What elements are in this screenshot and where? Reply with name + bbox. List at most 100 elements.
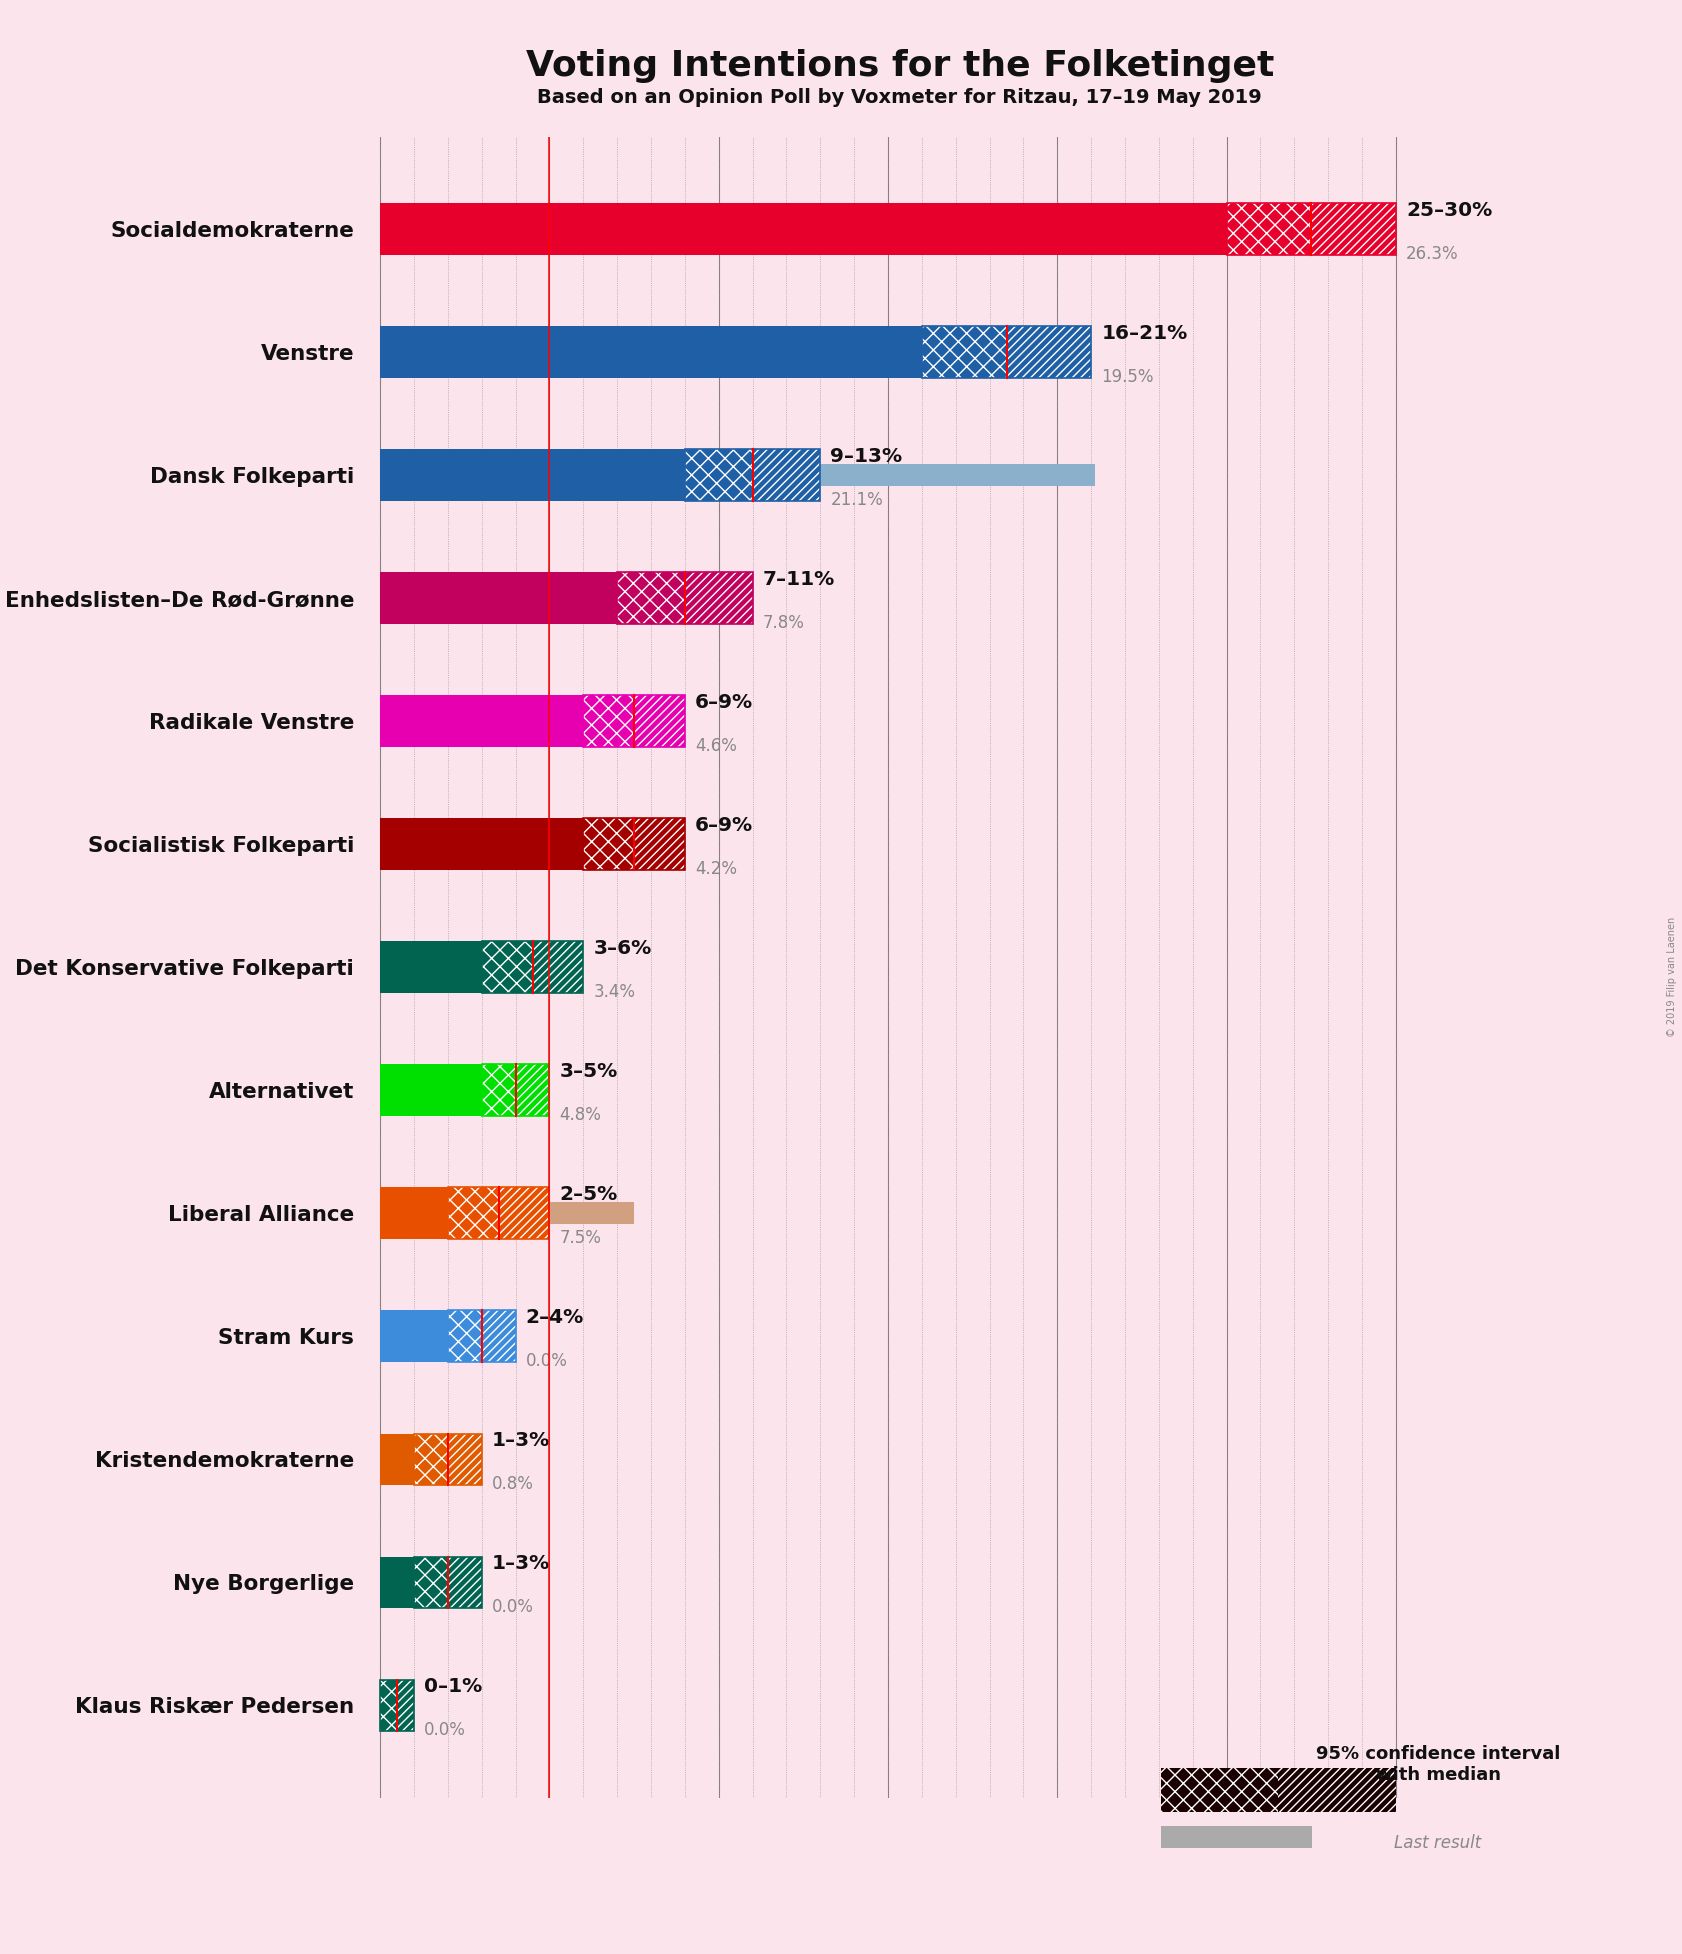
Text: Based on an Opinion Poll by Voxmeter for Ritzau, 17–19 May 2019: Based on an Opinion Poll by Voxmeter for… — [538, 88, 1262, 107]
Bar — [584, 696, 634, 746]
Bar — [380, 942, 481, 993]
Bar — [447, 1188, 498, 1239]
Text: 16–21%: 16–21% — [1102, 324, 1187, 344]
Text: © 2019 Filip van Laenen: © 2019 Filip van Laenen — [1667, 916, 1677, 1038]
Bar — [1226, 203, 1312, 254]
Bar — [533, 942, 584, 993]
Bar — [380, 449, 685, 500]
Bar — [634, 696, 685, 746]
Text: 6–9%: 6–9% — [695, 694, 754, 711]
Text: 25–30%: 25–30% — [1406, 201, 1492, 221]
Bar — [498, 1188, 550, 1239]
Text: 2–5%: 2–5% — [560, 1186, 617, 1204]
Text: 95% confidence interval
with median: 95% confidence interval with median — [1315, 1745, 1561, 1784]
Bar — [685, 449, 752, 500]
Bar — [922, 326, 1006, 377]
Bar — [380, 1202, 634, 1225]
Bar — [414, 1434, 447, 1485]
Bar — [414, 1557, 447, 1608]
Bar — [380, 1680, 397, 1731]
Bar — [922, 326, 1006, 377]
Text: 2–4%: 2–4% — [526, 1309, 584, 1327]
Bar — [634, 819, 685, 870]
Bar — [380, 342, 1041, 363]
Bar — [481, 1065, 516, 1116]
Bar — [397, 1680, 414, 1731]
Text: Last result: Last result — [1394, 1833, 1482, 1852]
Bar — [447, 1311, 481, 1362]
Bar — [922, 326, 1006, 377]
Bar — [380, 1311, 447, 1362]
Bar — [481, 1065, 516, 1116]
Bar — [447, 1557, 481, 1608]
Bar — [380, 709, 537, 733]
Text: 7.5%: 7.5% — [560, 1229, 602, 1247]
Bar — [1006, 326, 1092, 377]
Text: 1–3%: 1–3% — [491, 1555, 550, 1573]
Bar — [380, 586, 644, 610]
Bar — [380, 573, 617, 623]
Text: 7.8%: 7.8% — [762, 614, 804, 631]
Bar — [685, 573, 752, 623]
Bar — [380, 1065, 481, 1116]
Bar — [380, 1434, 414, 1485]
Text: 3–6%: 3–6% — [594, 940, 651, 957]
Bar — [380, 1680, 397, 1731]
Text: 19.5%: 19.5% — [1102, 367, 1154, 385]
Bar — [380, 1448, 407, 1471]
Text: 26.3%: 26.3% — [1406, 244, 1458, 262]
Text: Voting Intentions for the Folketinget: Voting Intentions for the Folketinget — [526, 49, 1273, 82]
Bar — [617, 573, 685, 623]
Bar — [414, 1557, 447, 1608]
Bar — [447, 1434, 481, 1485]
Bar — [380, 832, 523, 856]
Bar — [397, 1680, 414, 1731]
Bar — [447, 1188, 498, 1239]
Bar — [1312, 203, 1396, 254]
Bar — [1226, 203, 1312, 254]
Text: 4.2%: 4.2% — [695, 860, 737, 877]
Bar — [752, 449, 821, 500]
Bar — [414, 1434, 447, 1485]
Bar — [634, 819, 685, 870]
Bar — [380, 1557, 414, 1608]
Bar — [447, 1311, 481, 1362]
Text: 4.6%: 4.6% — [695, 737, 737, 754]
Text: 21.1%: 21.1% — [831, 490, 883, 508]
Bar — [1278, 1768, 1396, 1811]
Bar — [1161, 1768, 1278, 1811]
Bar — [498, 1188, 550, 1239]
Bar — [380, 1680, 397, 1731]
Bar — [447, 1434, 481, 1485]
Bar — [481, 942, 533, 993]
Bar — [414, 1434, 447, 1485]
Text: 7–11%: 7–11% — [762, 571, 834, 590]
Bar — [685, 573, 752, 623]
Bar — [380, 956, 495, 979]
Bar — [685, 449, 752, 500]
Text: 0.0%: 0.0% — [491, 1598, 533, 1616]
Bar — [1006, 326, 1092, 377]
Text: 1–3%: 1–3% — [491, 1432, 550, 1450]
Text: 4.8%: 4.8% — [560, 1106, 602, 1124]
Bar — [380, 203, 1226, 254]
Bar — [447, 1557, 481, 1608]
Bar — [380, 219, 1270, 240]
Bar — [447, 1311, 481, 1362]
Bar — [584, 819, 634, 870]
Bar — [1312, 203, 1396, 254]
Bar — [584, 819, 634, 870]
Bar — [414, 1557, 447, 1608]
Bar — [584, 696, 634, 746]
Text: 6–9%: 6–9% — [695, 817, 754, 834]
Bar — [380, 463, 1095, 487]
Bar — [516, 1065, 550, 1116]
Bar — [447, 1188, 498, 1239]
Bar — [516, 1065, 550, 1116]
Bar — [617, 573, 685, 623]
Text: 0–1%: 0–1% — [424, 1677, 483, 1696]
Bar — [380, 326, 922, 377]
Text: 0.0%: 0.0% — [424, 1721, 466, 1739]
Text: 0.8%: 0.8% — [491, 1475, 533, 1493]
Bar — [752, 449, 821, 500]
